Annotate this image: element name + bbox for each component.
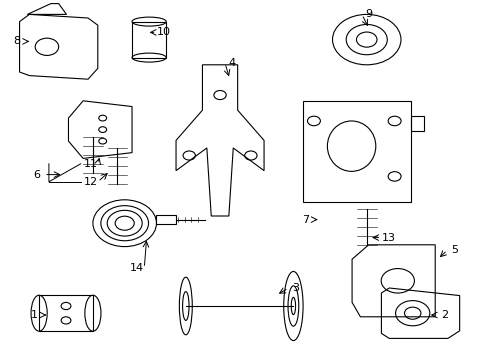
Bar xyxy=(132,22,166,58)
Bar xyxy=(303,101,410,202)
Text: 1: 1 xyxy=(31,310,38,320)
Text: 11: 11 xyxy=(83,159,97,169)
Bar xyxy=(156,215,176,224)
Text: 3: 3 xyxy=(292,283,299,293)
Text: 14: 14 xyxy=(130,263,143,273)
Bar xyxy=(39,295,93,331)
Text: 12: 12 xyxy=(83,177,97,187)
Text: 5: 5 xyxy=(450,245,457,255)
Text: 8: 8 xyxy=(14,36,20,46)
Bar xyxy=(410,116,423,131)
Text: 2: 2 xyxy=(441,310,447,320)
Text: 10: 10 xyxy=(157,27,170,37)
Text: 7: 7 xyxy=(302,215,308,225)
Text: 13: 13 xyxy=(381,233,395,243)
Text: 4: 4 xyxy=(228,58,235,68)
Text: 6: 6 xyxy=(33,170,40,180)
Text: 9: 9 xyxy=(365,9,372,19)
